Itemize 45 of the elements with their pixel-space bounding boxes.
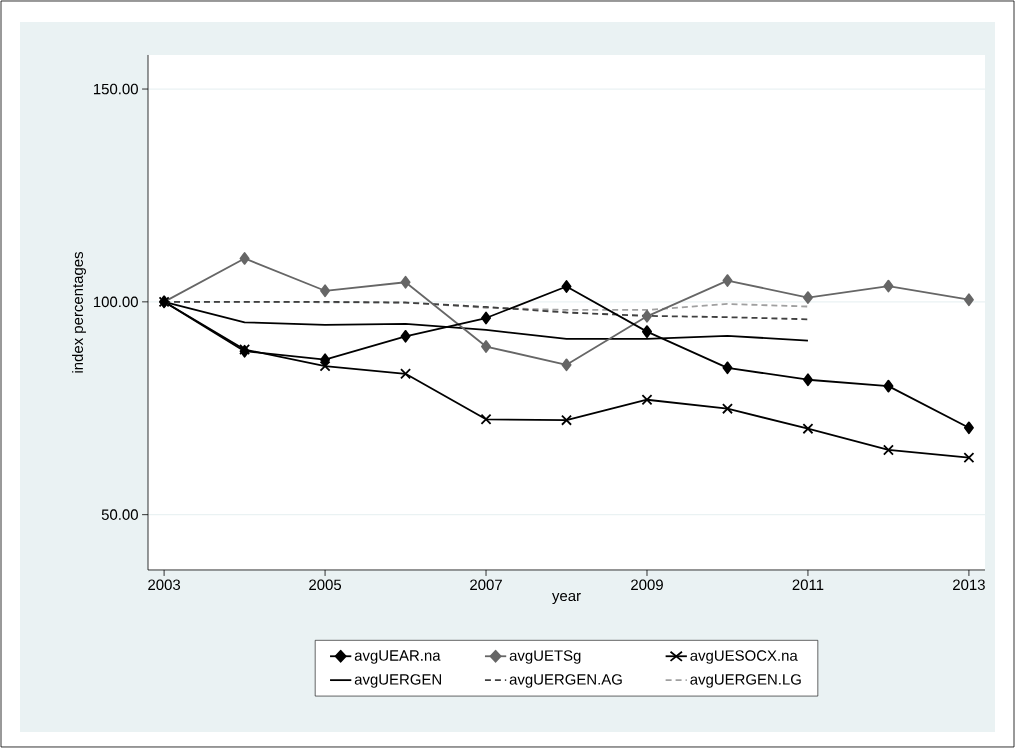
point	[963, 293, 974, 307]
x-tick-label: 2009	[631, 579, 663, 591]
point	[400, 275, 411, 289]
point	[641, 394, 653, 406]
point	[480, 413, 492, 425]
x-tick-label: 2003	[148, 579, 181, 591]
point	[883, 379, 894, 393]
x-tick-label: 2005	[309, 579, 342, 591]
point	[239, 252, 250, 265]
legend-label: avgUERGEN	[354, 674, 441, 688]
point	[882, 444, 894, 456]
point	[641, 325, 652, 339]
point	[481, 340, 492, 353]
point	[802, 423, 814, 435]
point	[400, 329, 411, 343]
point	[963, 452, 975, 464]
point	[561, 358, 572, 372]
point	[722, 274, 733, 287]
point	[481, 311, 492, 325]
point	[722, 361, 733, 375]
x-tick-label: 2011	[792, 579, 824, 591]
point	[641, 309, 652, 323]
legend-label: avgUEAR.na	[354, 650, 441, 664]
y-tick-label: 150.00	[93, 83, 138, 95]
legend-label: avgUERGEN.AG	[509, 674, 622, 688]
x-axis-title: year	[552, 592, 581, 605]
legend-label: avgUERGEN.LG	[690, 674, 801, 688]
point	[883, 279, 894, 293]
x-tick-label: 2007	[470, 579, 502, 591]
x-tick-label: 2013	[953, 579, 985, 591]
legend-label: avgUETSg	[509, 650, 581, 664]
point	[802, 373, 813, 387]
legend-label: avgUESOCX.na	[690, 650, 798, 664]
point	[561, 414, 572, 426]
y-tick-label: 100.00	[93, 296, 138, 308]
point	[963, 421, 974, 435]
point	[320, 284, 331, 298]
point	[400, 368, 412, 380]
point	[319, 360, 331, 372]
point	[721, 403, 733, 415]
point	[320, 353, 331, 367]
y-tick-label: 50.00	[101, 509, 138, 520]
y-axis-title: index percentages	[72, 252, 86, 373]
point	[802, 291, 813, 304]
point	[561, 280, 572, 293]
